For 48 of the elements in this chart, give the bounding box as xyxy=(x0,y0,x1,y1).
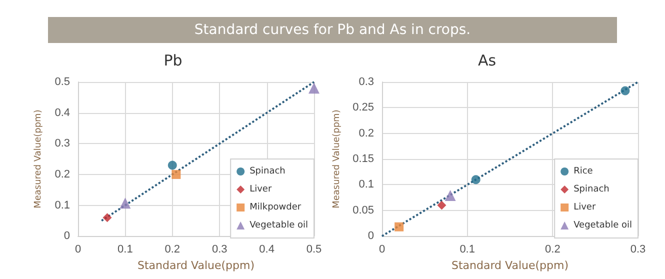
chart-title: Pb xyxy=(164,52,182,70)
point xyxy=(120,198,131,209)
x-tick-label: 0.4 xyxy=(259,244,274,256)
y-tick-label: 0 xyxy=(64,230,70,242)
y-tick-label: 0.25 xyxy=(352,102,374,114)
text: Standard curves for Pb and As in crops. xyxy=(48,17,617,43)
y-tick-label: 0 xyxy=(368,230,374,242)
legend-label: Milkpowder xyxy=(250,202,302,212)
y-tick-label: 0.2 xyxy=(358,127,374,140)
legend-label: Spinach xyxy=(574,184,610,194)
y-tick-label: 0.1 xyxy=(358,178,374,191)
x-tick-label: 0.5 xyxy=(306,244,322,256)
y-tick-label: 0.4 xyxy=(54,106,70,119)
x-tick-label: 0.1 xyxy=(118,244,133,256)
chart-title: As xyxy=(478,52,496,70)
legend-label: Liver xyxy=(574,202,596,212)
x-tick-label: 0 xyxy=(378,244,386,256)
x-tick-label: 0.3 xyxy=(212,244,228,256)
x-tick-label: 0.2 xyxy=(545,244,560,256)
point xyxy=(172,170,181,179)
y-axis-title: Measured Value(ppm) xyxy=(34,110,44,208)
x-tick-label: 0.1 xyxy=(460,244,475,256)
y-tick-label: 0.05 xyxy=(352,204,374,216)
point xyxy=(444,190,456,202)
point xyxy=(168,160,177,170)
x-axis-title: Standard Value(ppm) xyxy=(137,259,255,272)
y-tick-label: 0.15 xyxy=(352,153,374,166)
y-tick-label: 0.3 xyxy=(54,138,70,150)
y-tick-label: 0.1 xyxy=(54,199,70,212)
y-tick-label: 0.2 xyxy=(54,168,70,180)
point xyxy=(102,213,112,222)
point xyxy=(471,175,480,184)
point xyxy=(437,200,446,210)
x-tick-label: 0.3 xyxy=(630,244,646,256)
legend-label: Liver xyxy=(250,184,272,194)
point xyxy=(394,222,404,232)
y-tick-label: 0.3 xyxy=(358,76,374,88)
x-tick-label: 0 xyxy=(74,244,82,256)
legend-label: Vegetable oil xyxy=(250,220,308,230)
legend-label: Vegetable oil xyxy=(574,220,632,230)
point xyxy=(308,82,320,94)
x-tick-label: 0.2 xyxy=(164,244,180,256)
y-tick-label: 0.5 xyxy=(54,76,70,88)
legend-label: Rice xyxy=(574,166,594,176)
y-axis-title: Measured Value(ppm) xyxy=(332,110,342,208)
x-axis-title: Standard Value(ppm) xyxy=(451,259,569,272)
point xyxy=(620,86,630,96)
legend-label: Spinach xyxy=(250,166,286,176)
